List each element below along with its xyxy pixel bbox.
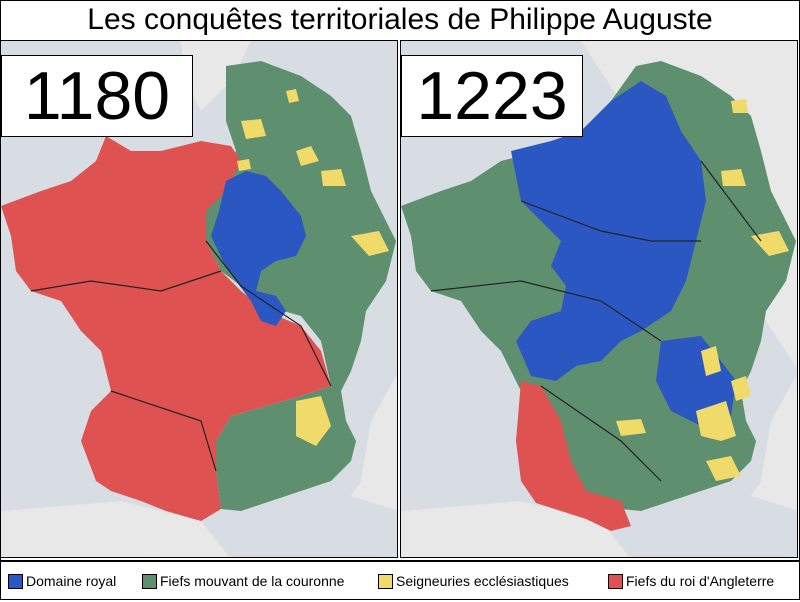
seigneurie-6 — [721, 169, 746, 186]
seigneurie-4 — [321, 169, 346, 186]
border-line — [430, 280, 662, 342]
seigneurie-2 — [696, 401, 736, 441]
seigneurie-7 — [237, 159, 251, 171]
map-panel-1223: 1223 — [400, 40, 798, 558]
map-panel-1180: 1180 — [0, 40, 398, 558]
foreign-land-north — [181, 41, 251, 111]
year-label-1223: 1223 — [401, 55, 583, 137]
border-line — [30, 270, 222, 292]
year-label-1180: 1180 — [1, 55, 193, 137]
seigneurie-1 — [701, 346, 721, 376]
mediterranean — [691, 496, 797, 557]
legend-item-fiefs-angleterre: Fiefs du roi d'Angleterre — [608, 572, 774, 590]
legend-item-seigneuries: Seigneuries ecclésiastiques — [378, 572, 569, 590]
seigneurie-5 — [751, 231, 789, 256]
legend-item-domaine-royal: Domaine royal — [8, 572, 116, 590]
map-1180 — [1, 41, 397, 557]
seigneurie-1 — [241, 119, 266, 139]
fiefs-angleterre — [1, 136, 331, 521]
legend-swatch-red — [608, 573, 623, 589]
fiefs-angleterre — [516, 381, 631, 531]
seigneurie-6 — [296, 396, 331, 446]
border-line — [520, 200, 701, 242]
foreign-land-spain — [401, 501, 630, 557]
legend-label: Fiefs du roi d'Angleterre — [626, 573, 775, 589]
mediterranean — [291, 496, 397, 557]
legend-label: Fiefs mouvant de la couronne — [160, 573, 345, 589]
seigneurie-4 — [616, 419, 646, 436]
seigneurie-2 — [286, 89, 299, 103]
seigneurie-3 — [706, 456, 741, 481]
foreign-land-spain — [1, 501, 230, 557]
border-line — [205, 240, 332, 387]
seigneurie-5 — [351, 231, 389, 256]
seigneurie-3 — [296, 146, 319, 166]
legend-swatch-blue — [8, 573, 23, 589]
legend: Domaine royal Fiefs mouvant de la couron… — [0, 560, 800, 602]
legend-label: Seigneuries ecclésiastiques — [396, 573, 569, 589]
legend-item-fiefs-couronne: Fiefs mouvant de la couronne — [142, 572, 344, 590]
domaine-royal — [511, 81, 706, 381]
border-line — [700, 160, 762, 242]
border-line — [540, 385, 662, 482]
domaine-royal — [211, 171, 306, 326]
seigneurie-7 — [731, 99, 748, 113]
border-line — [110, 390, 217, 472]
legend-label: Domaine royal — [26, 573, 117, 589]
map-title: Les conquêtes territoriales de Philippe … — [87, 3, 713, 36]
legend-swatch-green — [142, 573, 157, 589]
seigneurie-8 — [731, 376, 751, 401]
legend-swatch-yellow — [378, 573, 393, 589]
